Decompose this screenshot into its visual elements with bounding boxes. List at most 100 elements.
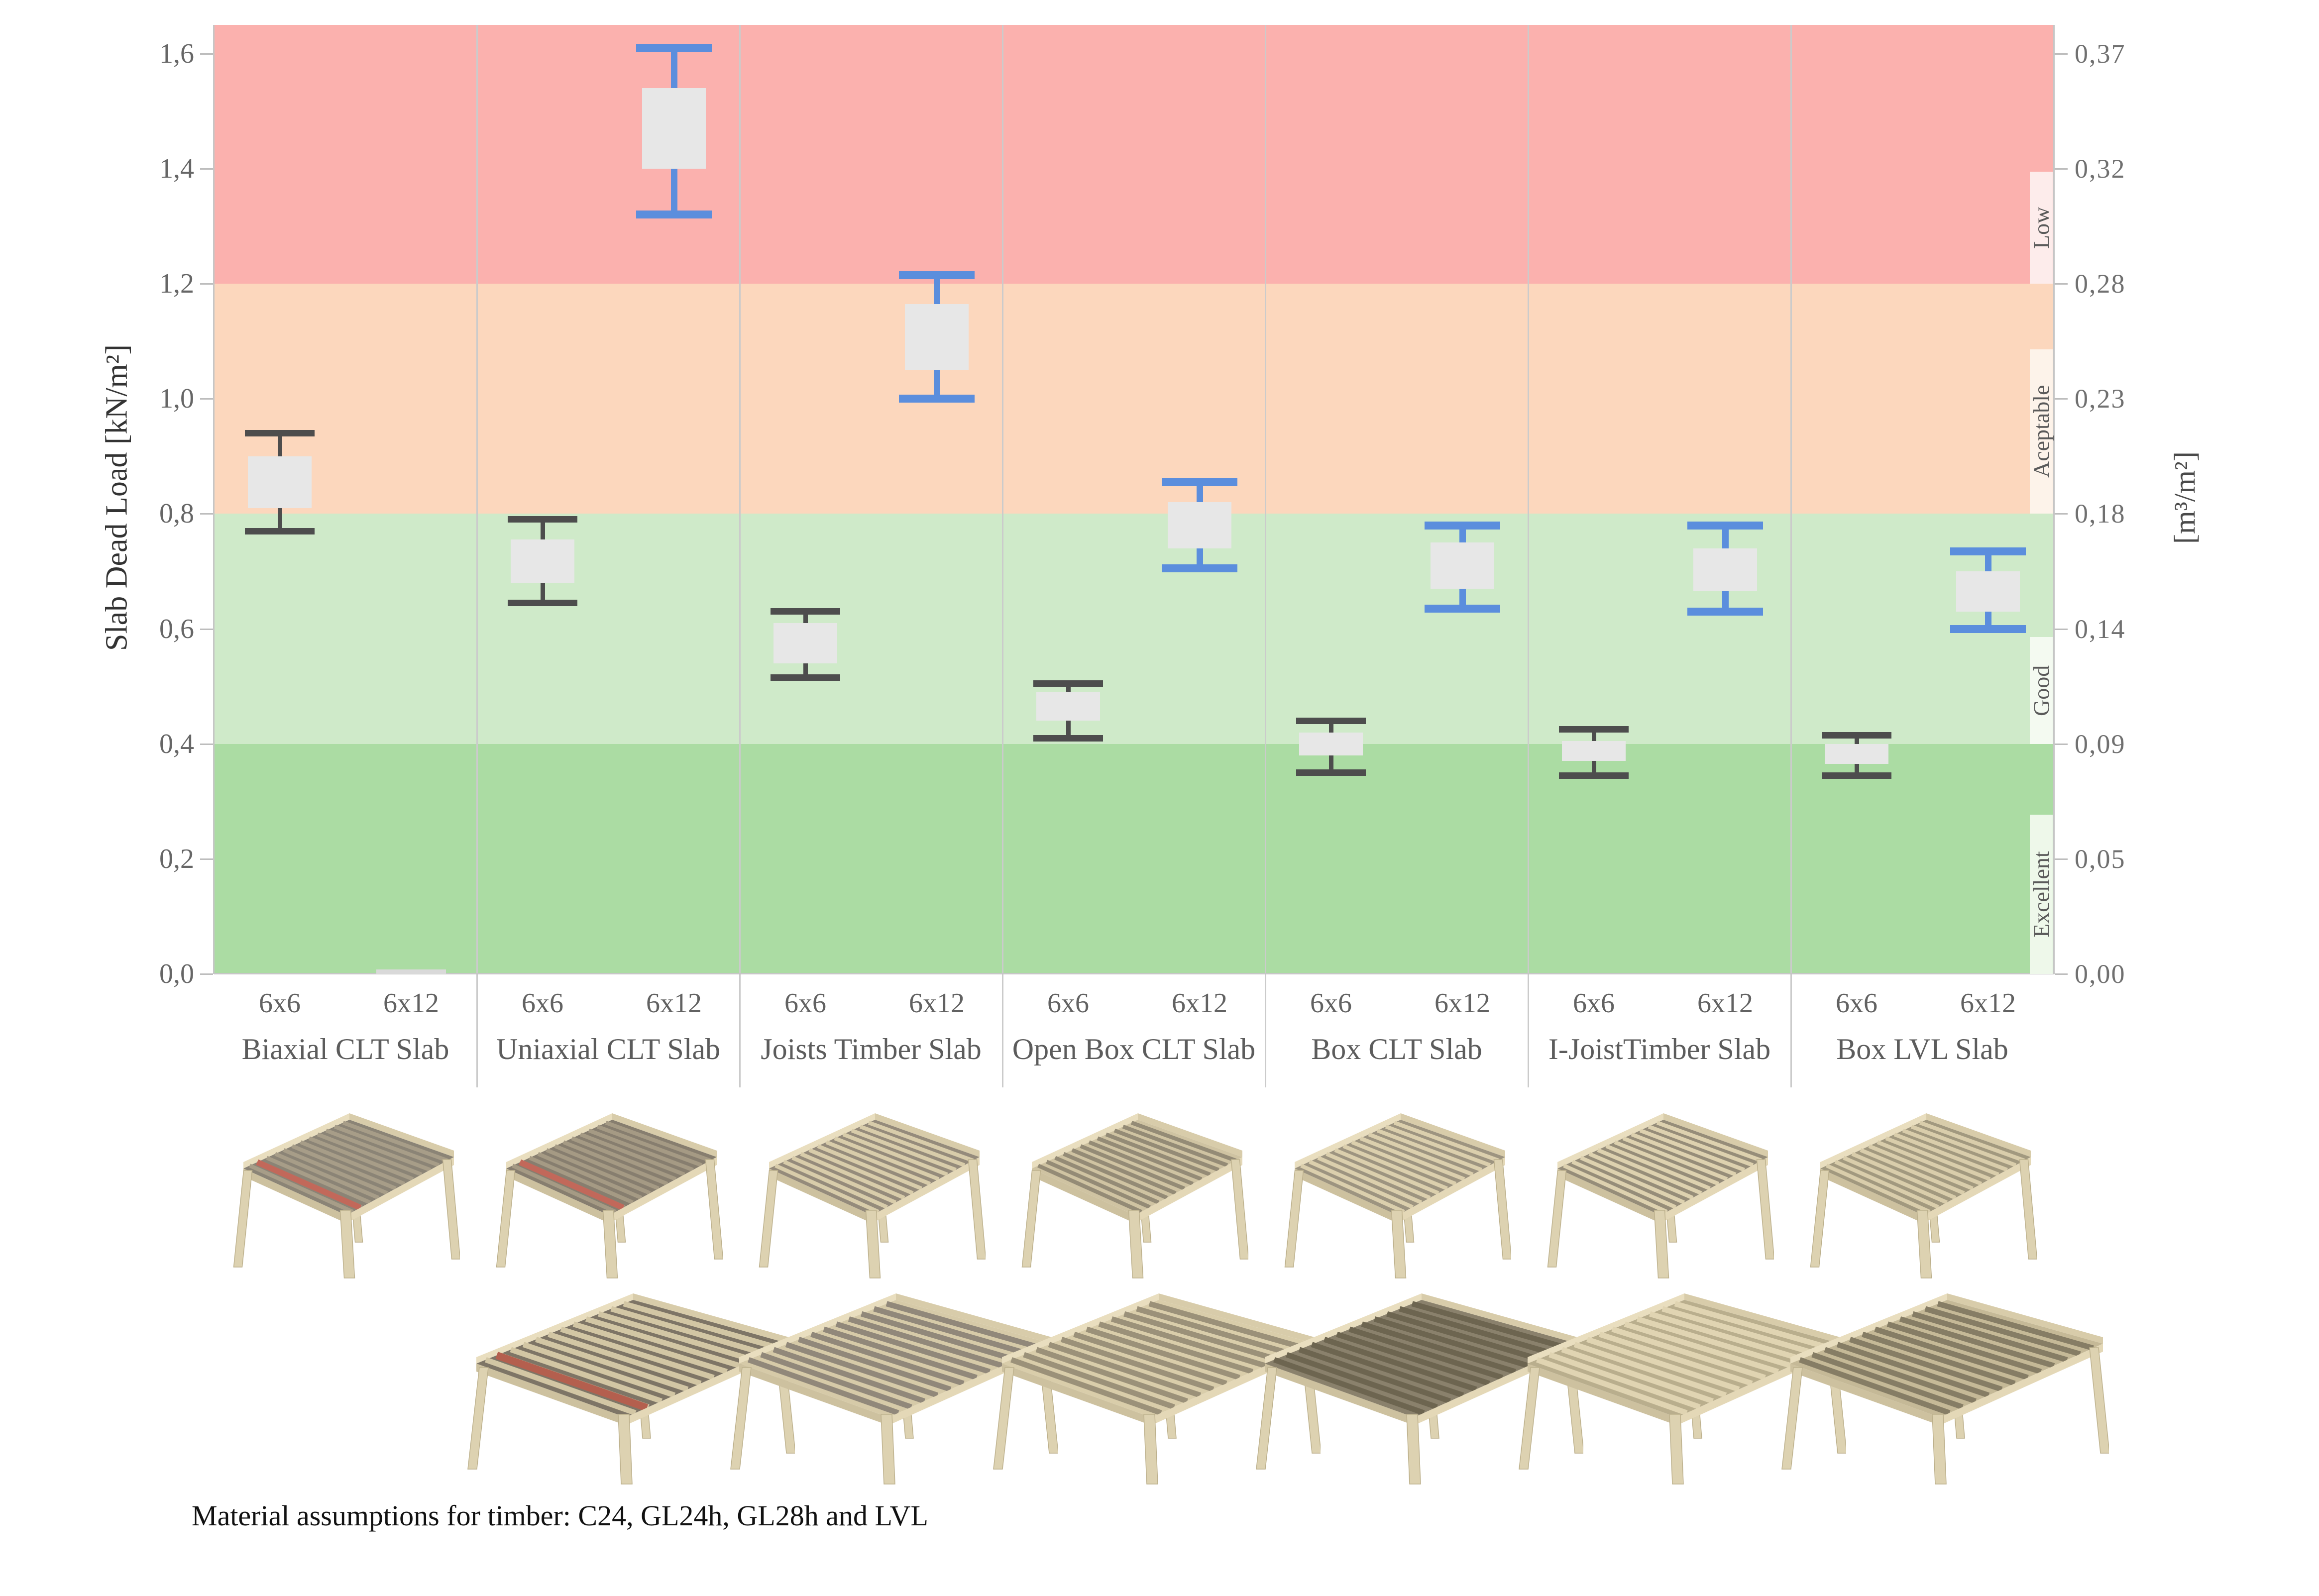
whisker-cap-top [1822, 732, 1891, 739]
whisker-cap-bottom [771, 674, 840, 681]
whisker-cap-bottom [899, 395, 975, 403]
box-biaxial-clt-slab-6x6 [248, 456, 312, 508]
x-group-label: I-JoistTimber Slab [1548, 1033, 1771, 1065]
y-tick-left [200, 168, 213, 170]
whisker-cap-top [771, 608, 840, 615]
y-tick-left [200, 973, 213, 975]
render-6x6-biaxial-clt-slab [233, 1113, 460, 1278]
y-tick-label-left: 1,6 [159, 38, 194, 69]
box-open-box-clt-slab-6x6 [1036, 692, 1100, 721]
whisker-cap-bottom [1425, 605, 1500, 613]
group-separator [1790, 25, 1792, 1087]
box-i-joisttimber-slab-6x6 [1562, 741, 1626, 761]
y-tick-label-left: 0,4 [159, 728, 194, 759]
whisker-cap-bottom [636, 211, 712, 219]
x-tick-label-size: 6x6 [1310, 988, 1352, 1019]
band-label-good: Good [2029, 637, 2054, 744]
render-6x12-uniaxial-clt-slab [467, 1293, 795, 1485]
group-separator [739, 25, 741, 1087]
y-tick-label-right: 0,05 [2075, 844, 2126, 874]
group-separator [1002, 25, 1003, 1087]
y-tick-right [2055, 858, 2068, 860]
y-axis-title-left: Slab Dead Load [kN/m²] [100, 344, 134, 651]
y-tick-right [2055, 53, 2068, 55]
y-tick-right [2055, 513, 2068, 515]
y-tick-label-left: 0,8 [159, 498, 194, 530]
group-separator [1265, 25, 1266, 1087]
whisker-cap-top [1559, 726, 1629, 733]
x-tick-label-size: 6x12 [383, 988, 439, 1019]
x-group-label: Box LVL Slab [1836, 1033, 2008, 1065]
y-tick-label-left: 1,4 [159, 153, 194, 184]
whisker-cap-top [1425, 521, 1500, 530]
band-label-low: Low [2029, 172, 2054, 284]
y-tick-right [2055, 398, 2068, 400]
x-tick-label-size: 6x6 [1836, 988, 1877, 1019]
box-joists-timber-slab-6x12 [905, 304, 969, 370]
whisker-cap-top [508, 516, 577, 523]
box-uniaxial-clt-slab-6x12 [642, 88, 706, 169]
whisker-cap-top [245, 430, 315, 437]
render-6x6-uniaxial-clt-slab [496, 1113, 723, 1278]
y-axis-title-right: [m³/m²] [2168, 451, 2202, 544]
render-6x12-i-joisttimber-slab [1519, 1293, 1846, 1485]
x-tick-label-size: 6x6 [259, 988, 301, 1019]
whisker-cap-bottom [1687, 607, 1763, 616]
x-tick-label-size: 6x12 [1960, 988, 2016, 1019]
x-tick-label-size: 6x12 [1435, 988, 1490, 1019]
y-tick-left [200, 283, 213, 285]
x-axis-line [214, 973, 2054, 974]
whisker-cap-bottom [1033, 735, 1103, 742]
band-excellent [214, 744, 2054, 974]
y-tick-left [200, 53, 213, 55]
y-tick-label-left: 0,0 [159, 958, 194, 989]
whisker-cap-top [636, 44, 712, 52]
render-6x6-joists-timber-slab [759, 1113, 986, 1278]
x-group-label: Biaxial CLT Slab [241, 1033, 449, 1065]
whisker-cap-top [1950, 547, 2026, 555]
y-tick-right [2055, 168, 2068, 170]
caption-material-assumptions: Material assumptions for timber: C24, GL… [192, 1499, 928, 1532]
x-tick-label-size: 6x12 [909, 988, 965, 1019]
y-tick-label-right: 0,14 [2075, 614, 2126, 644]
y-tick-label-right: 0,09 [2075, 729, 2126, 759]
y-tick-label-right: 0,28 [2075, 269, 2126, 299]
y-tick-left [200, 743, 213, 745]
band-label-aceptable: Aceptable [2029, 349, 2054, 514]
whisker-cap-top [1296, 717, 1366, 724]
render-6x12-box-clt-slab [1256, 1293, 1583, 1485]
y-tick-left [200, 513, 213, 515]
group-separator [1528, 25, 1529, 1087]
whisker-cap-bottom [1950, 625, 2026, 633]
whisker-cap-top [899, 271, 975, 279]
y-tick-left [200, 858, 213, 860]
band-good [214, 514, 2054, 744]
box-open-box-clt-slab-6x12 [1168, 502, 1231, 548]
box-box-lvl-slab-6x6 [1825, 744, 1888, 764]
x-group-label: Box CLT Slab [1311, 1033, 1482, 1065]
x-group-label: Joists Timber Slab [761, 1033, 982, 1065]
whisker-cap-bottom [1822, 772, 1891, 779]
whisker-cap-top [1687, 521, 1763, 530]
render-6x6-i-joisttimber-slab [1547, 1113, 1774, 1278]
whisker-cap-bottom [245, 528, 315, 534]
y-tick-right [2055, 743, 2068, 745]
y-tick-label-right: 0,23 [2075, 384, 2126, 414]
y-tick-left [200, 398, 213, 400]
boxplot-flat-mark [376, 969, 446, 974]
render-6x6-box-lvl-slab [1810, 1113, 2037, 1278]
x-group-label: Open Box CLT Slab [1012, 1033, 1256, 1065]
x-tick-label-size: 6x6 [1047, 988, 1089, 1019]
whisker-cap-top [1162, 478, 1237, 486]
box-joists-timber-slab-6x6 [773, 623, 837, 663]
slab-dead-load-boxplot-chart: 0,0 0,2 0,4 0,6 0,8 1,0 1,2 1,4 1,6 0,00 0,05 0,09 0… [159, 25, 2126, 1087]
y-tick-label-right: 0,18 [2075, 499, 2126, 529]
x-tick-label-size: 6x6 [522, 988, 563, 1019]
x-tick-label-size: 6x6 [784, 988, 826, 1019]
y-tick-right [2055, 973, 2068, 975]
x-tick-label-size: 6x12 [1172, 988, 1227, 1019]
x-tick-label-size: 6x12 [646, 988, 702, 1019]
y-axis-line-left [213, 25, 215, 974]
box-uniaxial-clt-slab-6x6 [511, 539, 574, 583]
box-box-clt-slab-6x12 [1431, 542, 1494, 589]
